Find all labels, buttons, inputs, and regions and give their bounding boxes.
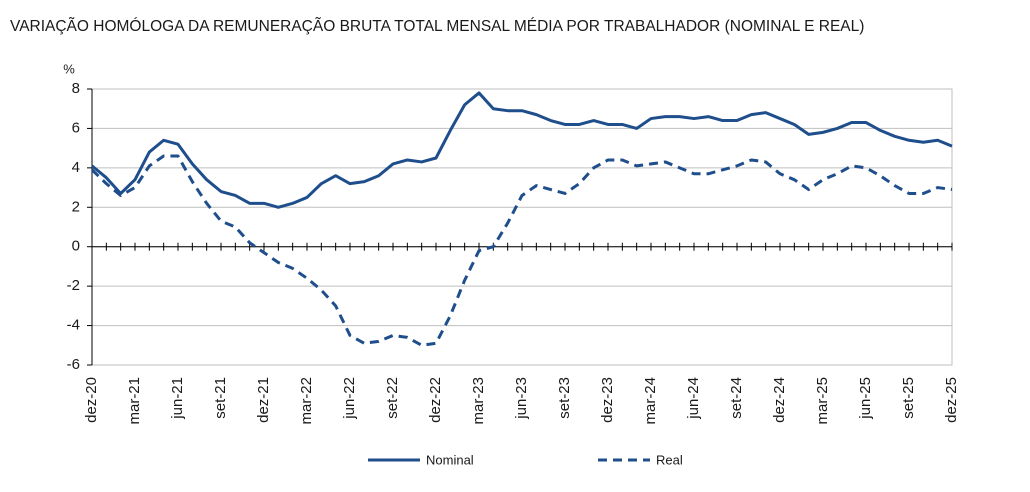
y-tick-label: 8 bbox=[72, 80, 80, 97]
x-tick-label: jun-22 bbox=[341, 377, 358, 420]
y-tick-label: -6 bbox=[67, 356, 80, 373]
y-axis-label: % bbox=[63, 61, 75, 76]
x-tick-label: jun-21 bbox=[169, 377, 186, 420]
x-tick-label: dez-21 bbox=[255, 377, 272, 423]
x-tick-label: set-21 bbox=[212, 377, 229, 419]
x-tick-label: dez-22 bbox=[427, 377, 444, 423]
x-tick-label: mar-22 bbox=[298, 377, 315, 425]
x-tick-label: set-23 bbox=[556, 377, 573, 419]
y-tick-label: 4 bbox=[72, 159, 80, 176]
y-tick-label: -4 bbox=[67, 317, 80, 334]
x-tick-label: set-24 bbox=[728, 377, 745, 419]
legend-label: Real bbox=[656, 452, 683, 467]
y-tick-label: 2 bbox=[72, 198, 80, 215]
x-tick-label: jun-24 bbox=[685, 377, 702, 420]
x-tick-label: dez-25 bbox=[943, 377, 960, 423]
x-tick-label: dez-23 bbox=[599, 377, 616, 423]
x-tick-label: dez-20 bbox=[83, 377, 100, 423]
y-tick-label: 6 bbox=[72, 119, 80, 136]
x-tick-label: set-25 bbox=[900, 377, 917, 419]
x-tick-label: mar-23 bbox=[470, 377, 487, 425]
chart-title: VARIAÇÃO HOMÓLOGA DA REMUNERAÇÃO BRUTA T… bbox=[10, 18, 864, 35]
y-tick-label: -2 bbox=[67, 277, 80, 294]
plot-frame bbox=[91, 88, 953, 366]
line-series bbox=[90, 154, 953, 347]
x-tick-label: mar-25 bbox=[814, 377, 831, 425]
x-tick-label: jun-23 bbox=[513, 377, 530, 420]
x-tick-label: mar-24 bbox=[642, 377, 659, 425]
legend-label: Nominal bbox=[426, 452, 474, 467]
x-tick-label: set-22 bbox=[384, 377, 401, 419]
x-tick-label: jun-25 bbox=[857, 377, 874, 420]
line-series bbox=[91, 91, 953, 209]
x-tick-label: mar-21 bbox=[126, 377, 143, 425]
x-tick-label: dez-24 bbox=[771, 377, 788, 423]
y-tick-label: 0 bbox=[72, 238, 80, 255]
